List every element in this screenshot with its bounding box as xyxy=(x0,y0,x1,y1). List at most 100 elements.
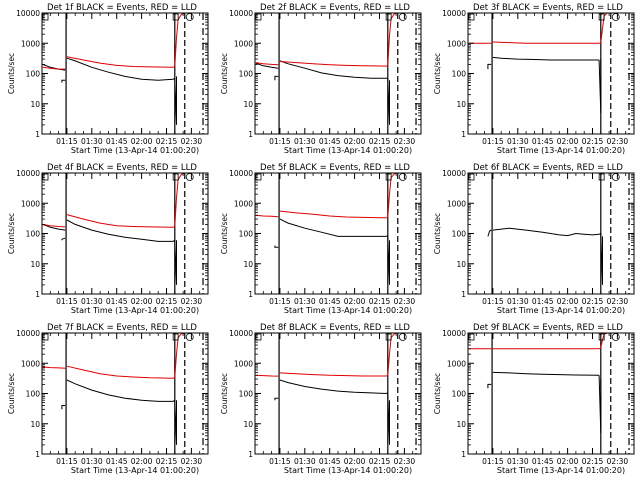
x-tick-label: 02:30 xyxy=(394,297,416,306)
corner-marker-left xyxy=(42,173,49,181)
events-series-2 xyxy=(487,63,492,70)
lld-series-4 xyxy=(279,173,398,219)
chart-panel-8: Det 8f BLACK = Events, RED = LLD 1 10 100 10… xyxy=(220,323,422,475)
plot-frame xyxy=(41,12,209,135)
x-tick-label: 01:30 xyxy=(507,297,529,306)
x-tick-label: 02:30 xyxy=(607,297,629,306)
y-axis-label: Counts/sec xyxy=(7,373,16,414)
x-axis-label: Start Time (13-Apr-14 01:00:20) xyxy=(497,146,625,155)
events-series-6 xyxy=(174,240,177,285)
y-tick-label: 10000 xyxy=(442,9,466,18)
events-series-6 xyxy=(387,78,390,125)
events-series-3 xyxy=(492,371,600,376)
series-group xyxy=(468,333,608,433)
x-axis-label: Start Time (13-Apr-14 01:00:20) xyxy=(71,306,199,315)
series-group xyxy=(487,227,603,285)
y-tick-label: 100 xyxy=(452,390,467,399)
chart-panel-1: Det 1f BLACK = Events, RED = LLD 1 10 100 10… xyxy=(7,3,209,155)
x-axis-label: Start Time (13-Apr-14 01:00:20) xyxy=(284,466,412,475)
x-tick-label: 01:45 xyxy=(106,137,128,146)
x-tick-label: 01:45 xyxy=(106,457,128,466)
y-tick-label: 10 xyxy=(456,260,466,269)
corner-marker-left xyxy=(42,13,49,21)
chart-panel-9: Det 9f BLACK = Events, RED = LLD 1 10 100 10… xyxy=(433,323,635,475)
y-tick-label: 10 xyxy=(30,420,40,429)
chart-title: Det 7f BLACK = Events, RED = LLD xyxy=(47,323,197,333)
corner-marker-b xyxy=(172,173,179,181)
events-series-2 xyxy=(274,397,279,401)
chart-title: Det 6f BLACK = Events, RED = LLD xyxy=(473,163,623,173)
x-tick-label: 01:15 xyxy=(482,137,504,146)
events-series-2 xyxy=(61,405,66,410)
series-group xyxy=(255,13,398,125)
x-axis-label: Start Time (13-Apr-14 01:00:20) xyxy=(71,466,199,475)
y-tick-label: 100 xyxy=(26,230,41,239)
lld-series-4 xyxy=(492,13,608,44)
x-tick-label: 02:30 xyxy=(394,137,416,146)
y-tick-label: 1 xyxy=(35,450,40,459)
x-axis-label: Start Time (13-Apr-14 01:00:20) xyxy=(284,306,412,315)
events-series-3 xyxy=(66,379,176,402)
y-tick-label: 1000 xyxy=(447,359,466,368)
x-tick-label: 02:15 xyxy=(156,457,178,466)
events-series-5 xyxy=(598,375,602,433)
lld-series-1 xyxy=(42,366,66,369)
x-tick-label: 01:45 xyxy=(319,457,341,466)
corner-marker-a xyxy=(185,173,194,181)
y-axis-label: Counts/sec xyxy=(220,373,229,414)
lld-series-5 xyxy=(66,13,185,68)
events-series-1 xyxy=(42,223,66,231)
events-series-2 xyxy=(487,383,492,389)
corner-marker-b xyxy=(598,333,605,341)
corner-marker-b xyxy=(385,13,392,21)
chart-title: Det 5f BLACK = Events, RED = LLD xyxy=(260,163,410,173)
x-tick-label: 02:00 xyxy=(131,457,153,466)
x-tick-label: 01:15 xyxy=(56,137,78,146)
corner-marker-left xyxy=(468,333,475,341)
events-series-4 xyxy=(66,57,176,81)
x-tick-label: 02:15 xyxy=(156,297,178,306)
y-tick-label: 10000 xyxy=(229,9,253,18)
chart-panel-3: Det 3f BLACK = Events, RED = LLD 1 10 100 10… xyxy=(433,3,635,155)
x-tick-label: 02:00 xyxy=(557,297,579,306)
y-tick-label: 10000 xyxy=(16,9,40,18)
x-tick-label: 01:30 xyxy=(81,137,103,146)
chart-panel-7: Det 7f BLACK = Events, RED = LLD 1 10 100 10… xyxy=(7,323,209,475)
lld-series-4 xyxy=(279,333,398,377)
events-series-1 xyxy=(255,62,279,69)
y-tick-label: 100 xyxy=(452,70,467,79)
corner-marker-a xyxy=(185,13,194,21)
y-tick-label: 100 xyxy=(239,70,254,79)
corner-marker-a xyxy=(185,333,194,341)
chart-panel-5: Det 5f BLACK = Events, RED = LLD 1 10 100 10… xyxy=(220,163,422,315)
series-group xyxy=(255,333,398,445)
corner-marker-b xyxy=(598,13,605,21)
x-tick-label: 01:45 xyxy=(319,297,341,306)
corner-marker-left xyxy=(255,333,262,341)
y-tick-label: 1000 xyxy=(447,39,466,48)
y-tick-label: 1 xyxy=(35,130,40,139)
x-tick-label: 02:00 xyxy=(344,137,366,146)
y-tick-label: 10000 xyxy=(16,169,40,178)
x-tick-label: 01:15 xyxy=(269,297,291,306)
y-tick-label: 1000 xyxy=(21,199,40,208)
y-axis-label: Counts/sec xyxy=(220,53,229,94)
corner-marker-a xyxy=(398,13,407,21)
y-tick-label: 10 xyxy=(456,100,466,109)
series-group xyxy=(42,173,185,285)
events-series-1 xyxy=(487,229,492,237)
y-tick-label: 10 xyxy=(243,420,253,429)
y-tick-label: 1 xyxy=(461,290,466,299)
y-tick-label: 1 xyxy=(35,290,40,299)
y-tick-label: 10 xyxy=(243,100,253,109)
chart-title: Det 9f BLACK = Events, RED = LLD xyxy=(473,323,623,333)
series-group xyxy=(468,13,608,113)
x-tick-label: 02:15 xyxy=(582,457,604,466)
y-axis-label: Counts/sec xyxy=(220,213,229,254)
y-tick-label: 1 xyxy=(248,130,253,139)
y-tick-label: 100 xyxy=(239,390,254,399)
plot-frame xyxy=(254,332,422,455)
y-tick-label: 1000 xyxy=(234,199,253,208)
x-axis-label: Start Time (13-Apr-14 01:00:20) xyxy=(284,146,412,155)
